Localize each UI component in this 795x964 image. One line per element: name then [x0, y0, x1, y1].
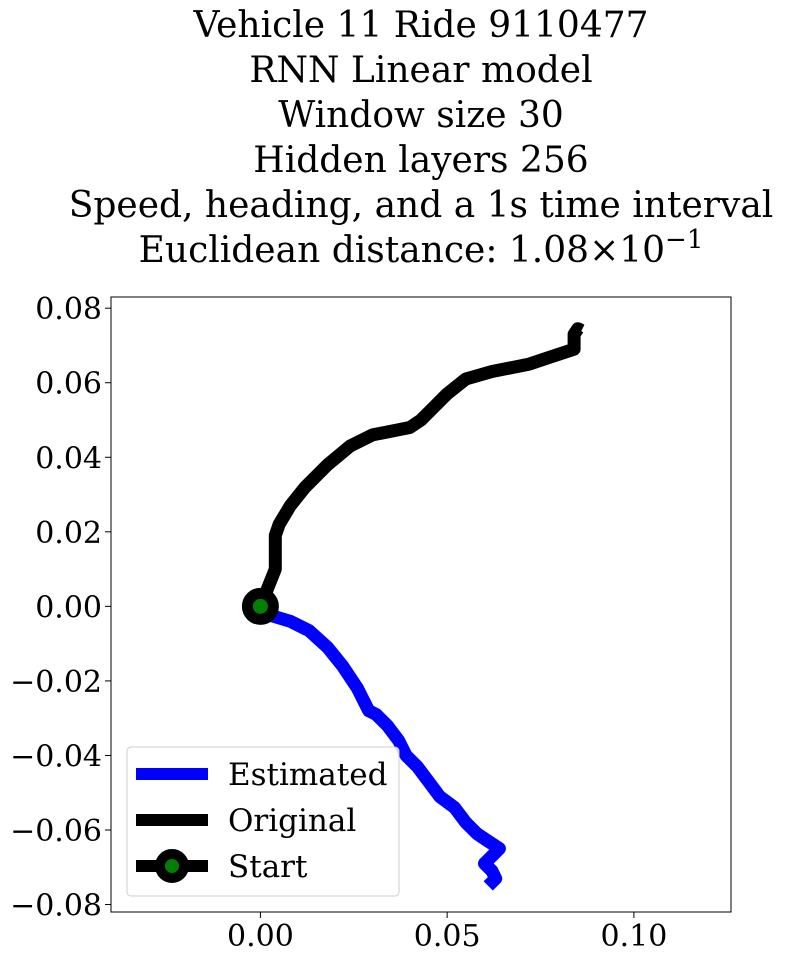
x-tick-label: 0.00 [227, 919, 294, 954]
plot-frame [110, 296, 732, 913]
title-metric-base: 10 [619, 230, 665, 271]
title-metric-prefix: Euclidean distance: [139, 230, 509, 271]
title-metric-times: × [589, 230, 619, 271]
y-tick-label: 0.00 [35, 590, 102, 625]
series-line-original [254, 322, 585, 609]
y-tick-label: 0.08 [35, 292, 102, 327]
title-line-5: Speed, heading, and a 1s time interval [69, 185, 774, 226]
title-metric-exponent: −1 [665, 225, 703, 255]
y-tick-label: −0.02 [10, 665, 102, 700]
plot-area [110, 296, 732, 913]
legend: Estimated Original Start [126, 746, 400, 897]
x-axis: 0.00 0.05 0.10 [227, 912, 667, 954]
y-tick-label: −0.04 [10, 739, 102, 774]
y-axis: 0.08 0.06 0.04 0.02 0.00 −0.02 −0.04 −0.06 −0.08 [10, 292, 111, 924]
title-metric-line: Euclidean distance: 1.08×10−1 [139, 225, 704, 271]
legend-label-estimated: Estimated [228, 757, 387, 793]
y-tick-label: 0.04 [35, 441, 102, 476]
title-metric-mantissa: 1.08 [509, 230, 589, 271]
series-line-estimated [256, 601, 506, 891]
legend-start-marker [155, 849, 189, 883]
y-tick-label: −0.06 [10, 814, 102, 849]
x-tick-label: 0.05 [414, 919, 481, 954]
legend-label-original: Original [228, 803, 356, 839]
y-tick-label: 0.02 [35, 516, 102, 551]
title-line-3: Window size 30 [278, 95, 564, 136]
y-tick-label: 0.06 [35, 367, 102, 402]
legend-label-start: Start [228, 849, 308, 885]
series-group [241, 322, 585, 891]
y-tick-label: −0.08 [10, 889, 102, 924]
legend-box [126, 746, 400, 897]
title-line-1: Vehicle 11 Ride 9110477 [192, 5, 648, 46]
title-line-4: Hidden layers 256 [253, 140, 588, 181]
title-line-2: RNN Linear model [249, 50, 592, 91]
x-tick-label: 0.10 [600, 919, 667, 954]
start-marker [241, 587, 279, 625]
